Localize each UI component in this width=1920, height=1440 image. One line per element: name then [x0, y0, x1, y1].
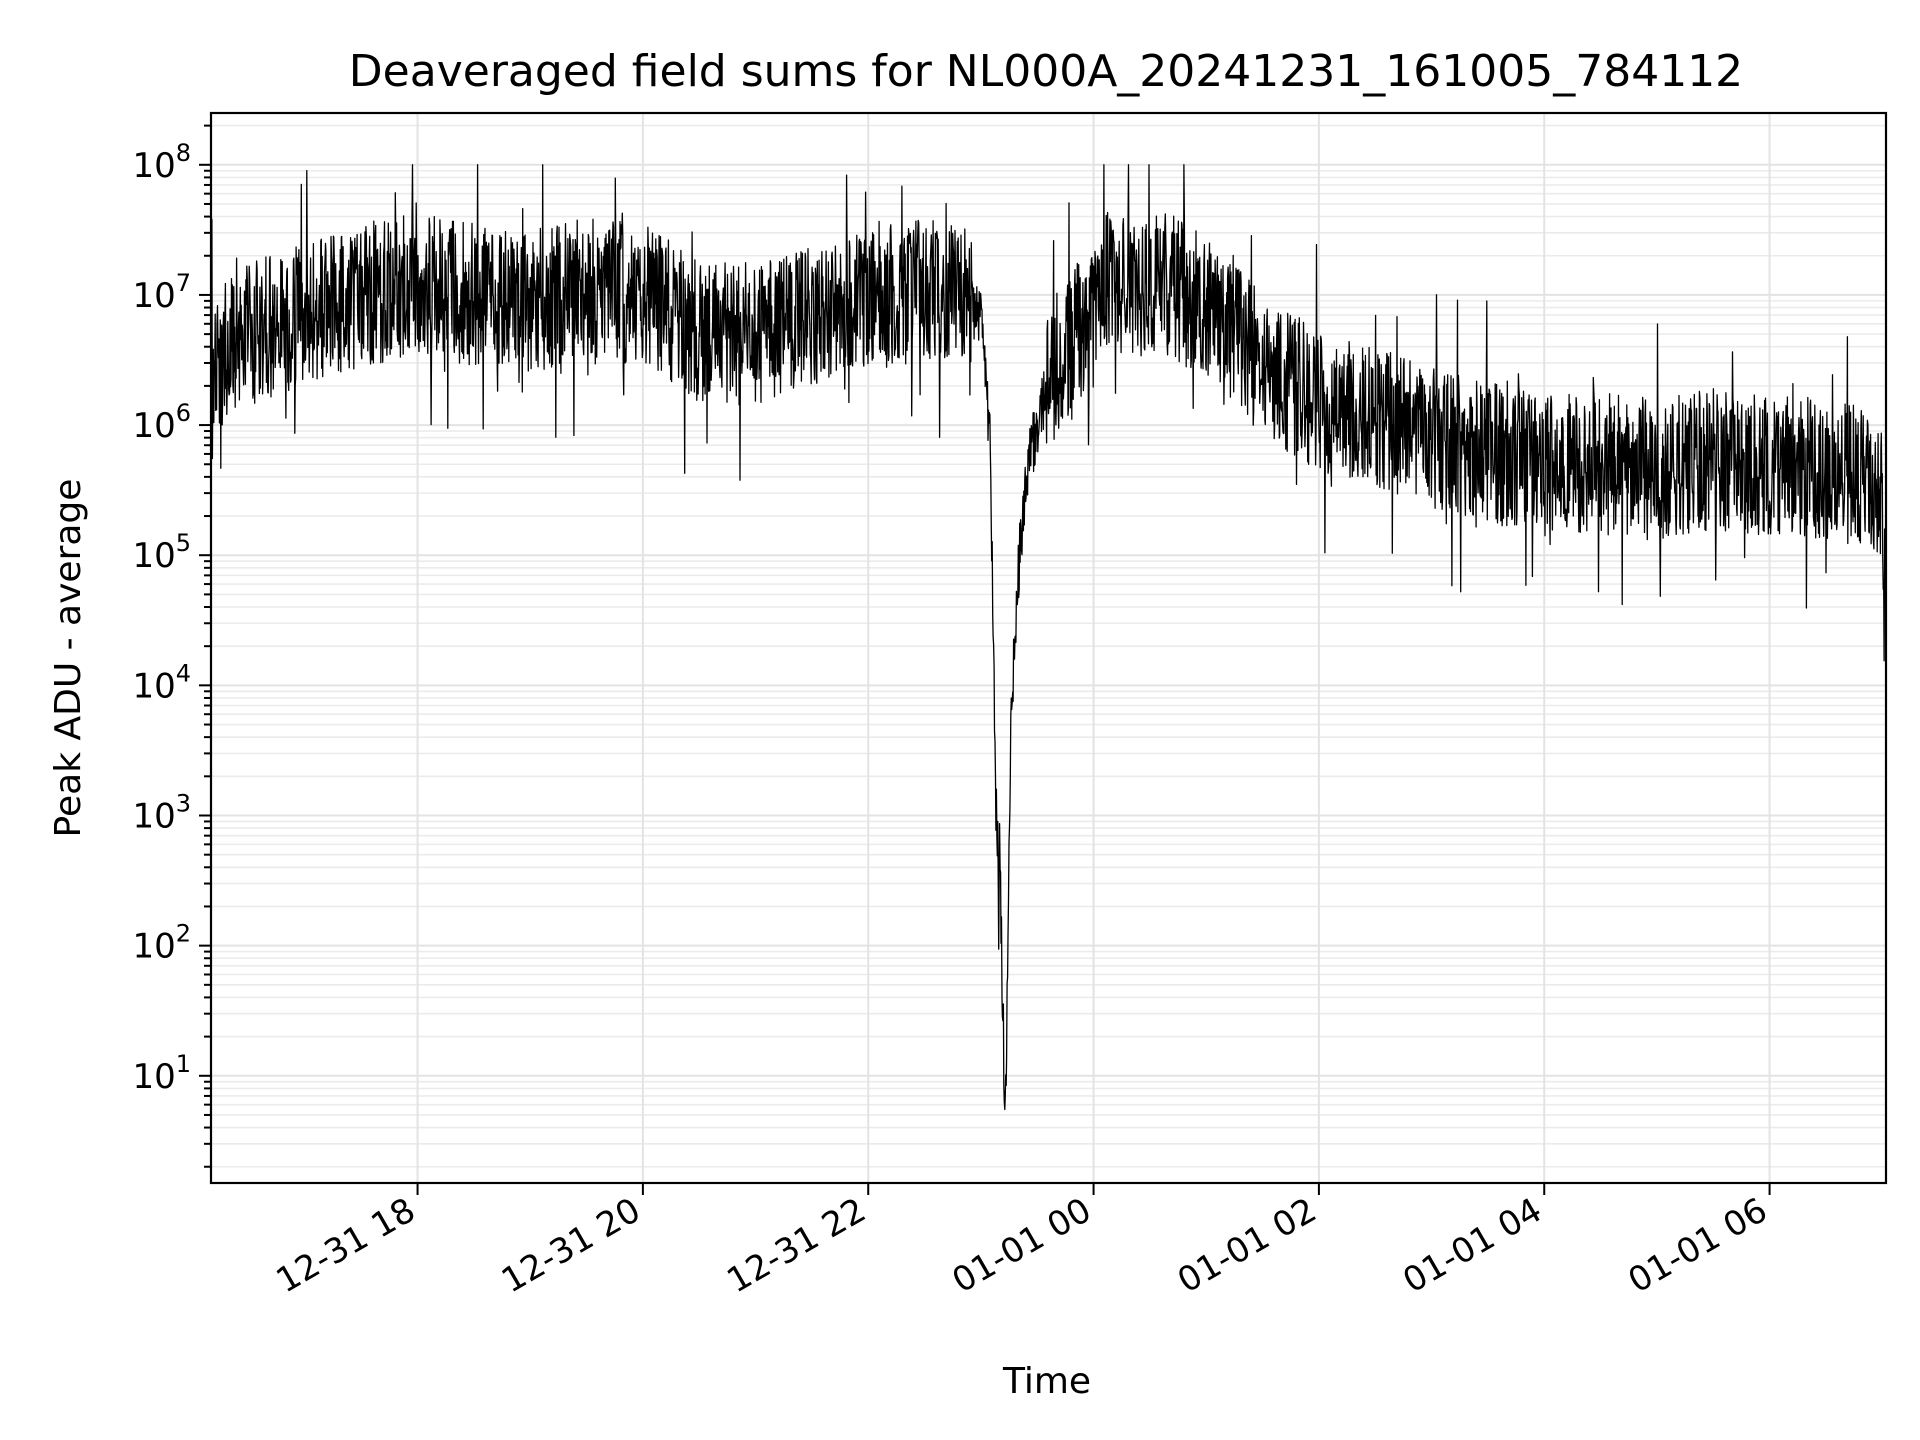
- x-tick-label: 01-01 06: [1622, 1190, 1774, 1301]
- y-tick-label: 104: [132, 659, 191, 706]
- plot-frame: [209, 111, 1888, 1185]
- y-tick-label: 105: [132, 529, 191, 576]
- series-layer: [210, 164, 1887, 1111]
- x-axis: 12-31 18 12-31 20 12-31 22 01-01 00 01-01 02…: [270, 1183, 1774, 1301]
- x-tick-label: 12-31 18: [270, 1190, 422, 1301]
- x-tick-label: 01-01 02: [1171, 1190, 1323, 1301]
- y-tick-label: 102: [132, 920, 191, 967]
- y-tick-label: 107: [132, 269, 191, 316]
- x-tick-label: 01-01 04: [1396, 1190, 1548, 1301]
- x-tick-label: 12-31 22: [720, 1190, 872, 1301]
- y-tick-label: 101: [132, 1050, 191, 1097]
- grid: [211, 113, 1886, 1183]
- chart-title: Deaveraged field sums for NL000A_2024123…: [349, 46, 1743, 97]
- y-tick-label: 108: [132, 139, 191, 186]
- y-tick-label: 106: [132, 399, 191, 446]
- x-tick-label: 01-01 00: [946, 1190, 1098, 1301]
- y-tick-label: 103: [132, 789, 191, 836]
- series-line: [210, 164, 1887, 1111]
- x-axis-label: Time: [1002, 1361, 1091, 1402]
- x-tick-label: 12-31 20: [495, 1190, 647, 1301]
- y-axis: 101 102 103 104 105 106 107 108: [132, 124, 211, 1168]
- y-axis-label: Peak ADU - average: [48, 479, 89, 838]
